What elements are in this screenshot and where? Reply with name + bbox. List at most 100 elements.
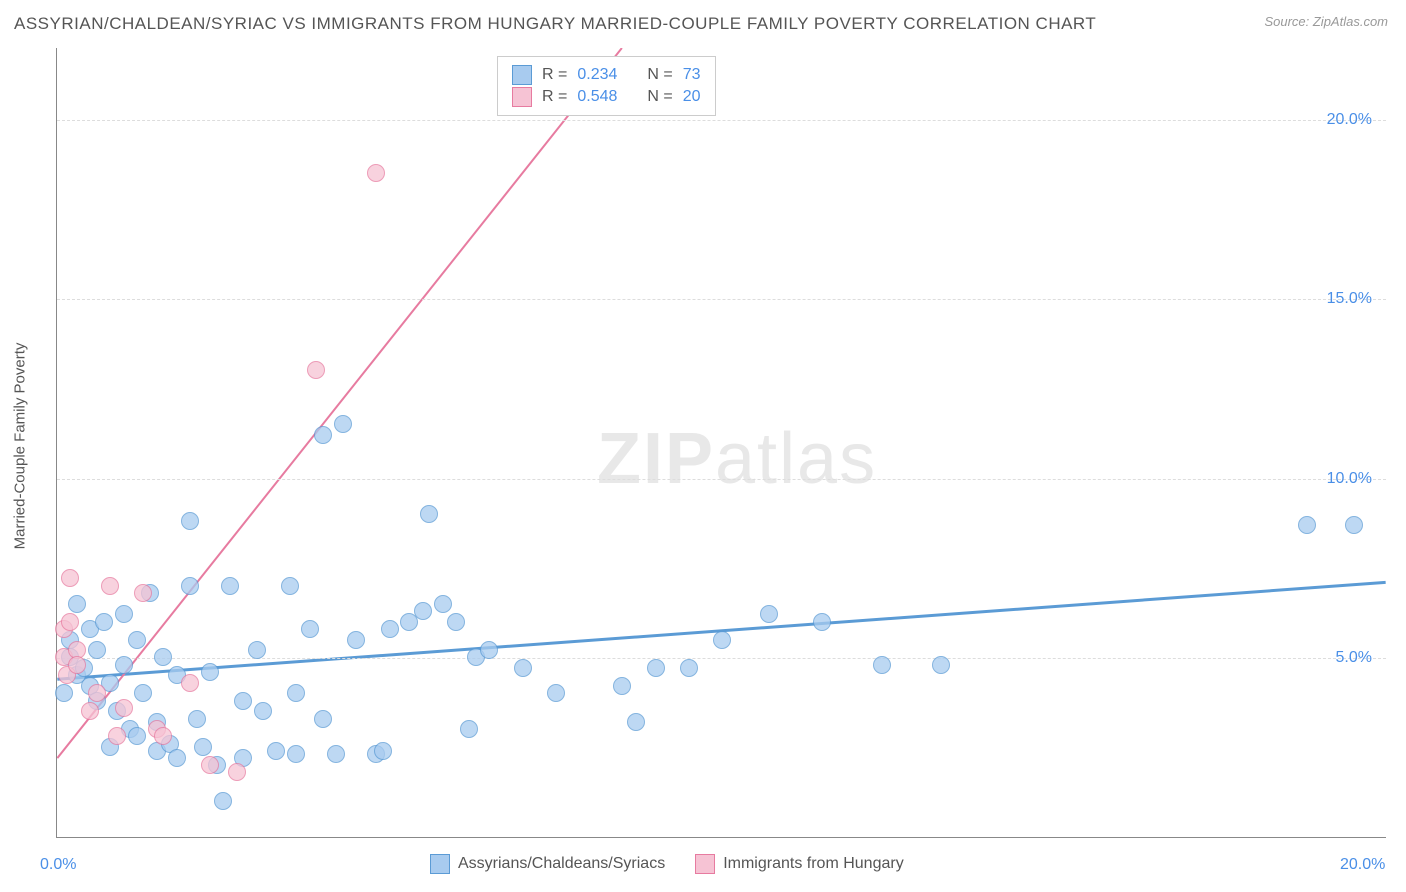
scatter-point	[287, 745, 305, 763]
swatch-pink	[512, 87, 532, 107]
stats-row: R = 0.548 N = 20	[512, 87, 701, 107]
scatter-point	[181, 577, 199, 595]
scatter-point	[214, 792, 232, 810]
scatter-point	[55, 684, 73, 702]
scatter-point	[314, 426, 332, 444]
y-tick-label: 20.0%	[1327, 111, 1372, 129]
x-tick-min: 0.0%	[40, 856, 76, 874]
scatter-point	[168, 749, 186, 767]
scatter-point	[228, 763, 246, 781]
source-attribution: Source: ZipAtlas.com	[1264, 14, 1388, 29]
scatter-point	[307, 361, 325, 379]
scatter-point	[514, 659, 532, 677]
scatter-point	[68, 656, 86, 674]
scatter-point	[414, 602, 432, 620]
watermark: ZIPatlas	[597, 418, 877, 500]
n-label: N =	[647, 66, 672, 84]
chart-title: ASSYRIAN/CHALDEAN/SYRIAC VS IMMIGRANTS F…	[14, 14, 1096, 34]
chart-container: ASSYRIAN/CHALDEAN/SYRIAC VS IMMIGRANTS F…	[0, 0, 1406, 892]
scatter-point	[1345, 516, 1363, 534]
scatter-point	[1298, 516, 1316, 534]
scatter-point	[813, 613, 831, 631]
scatter-point	[134, 684, 152, 702]
scatter-point	[367, 164, 385, 182]
scatter-point	[314, 710, 332, 728]
scatter-point	[154, 648, 172, 666]
stats-row: R = 0.234 N = 73	[512, 65, 701, 85]
scatter-point	[434, 595, 452, 613]
x-tick-max: 20.0%	[1340, 856, 1385, 874]
scatter-point	[420, 505, 438, 523]
gridline	[57, 120, 1386, 121]
scatter-point	[68, 595, 86, 613]
scatter-point	[61, 569, 79, 587]
scatter-point	[201, 756, 219, 774]
scatter-point	[480, 641, 498, 659]
y-tick-label: 15.0%	[1327, 290, 1372, 308]
scatter-point	[447, 613, 465, 631]
scatter-point	[932, 656, 950, 674]
scatter-point	[327, 745, 345, 763]
bottom-legend: Assyrians/Chaldeans/Syriacs Immigrants f…	[430, 854, 904, 874]
legend-item: Immigrants from Hungary	[695, 854, 904, 874]
scatter-point	[267, 742, 285, 760]
legend-label: Assyrians/Chaldeans/Syriacs	[458, 855, 665, 873]
scatter-point	[374, 742, 392, 760]
scatter-point	[713, 631, 731, 649]
scatter-point	[181, 512, 199, 530]
scatter-point	[61, 613, 79, 631]
r-label: R =	[542, 66, 567, 84]
scatter-point	[115, 699, 133, 717]
r-value: 0.548	[577, 88, 617, 106]
scatter-point	[194, 738, 212, 756]
scatter-point	[254, 702, 272, 720]
scatter-point	[128, 631, 146, 649]
scatter-point	[334, 415, 352, 433]
scatter-point	[108, 727, 126, 745]
scatter-point	[873, 656, 891, 674]
scatter-point	[627, 713, 645, 731]
scatter-point	[95, 613, 113, 631]
regression-lines	[57, 48, 1386, 837]
watermark-bold: ZIP	[597, 419, 715, 499]
r-label: R =	[542, 88, 567, 106]
scatter-point	[760, 605, 778, 623]
scatter-point	[234, 692, 252, 710]
gridline	[57, 479, 1386, 480]
gridline	[57, 299, 1386, 300]
scatter-point	[181, 674, 199, 692]
scatter-point	[115, 605, 133, 623]
scatter-point	[301, 620, 319, 638]
scatter-point	[347, 631, 365, 649]
scatter-point	[381, 620, 399, 638]
scatter-point	[134, 584, 152, 602]
scatter-point	[680, 659, 698, 677]
stats-legend: R = 0.234 N = 73 R = 0.548 N = 20	[497, 56, 716, 116]
y-tick-label: 5.0%	[1336, 649, 1372, 667]
scatter-point	[88, 641, 106, 659]
scatter-point	[101, 577, 119, 595]
scatter-point	[613, 677, 631, 695]
watermark-light: atlas	[715, 419, 877, 499]
scatter-point	[115, 656, 133, 674]
y-tick-label: 10.0%	[1327, 470, 1372, 488]
n-value: 73	[683, 66, 701, 84]
swatch-pink	[695, 854, 715, 874]
scatter-point	[188, 710, 206, 728]
scatter-point	[547, 684, 565, 702]
y-axis-title: Married-Couple Family Poverty	[12, 343, 29, 550]
r-value: 0.234	[577, 66, 617, 84]
n-label: N =	[647, 88, 672, 106]
scatter-point	[281, 577, 299, 595]
plot-area: ZIPatlas R = 0.234 N = 73 R = 0.548 N = …	[56, 48, 1386, 838]
scatter-point	[88, 684, 106, 702]
scatter-point	[128, 727, 146, 745]
scatter-point	[154, 727, 172, 745]
scatter-point	[81, 702, 99, 720]
scatter-point	[287, 684, 305, 702]
swatch-blue	[512, 65, 532, 85]
legend-item: Assyrians/Chaldeans/Syriacs	[430, 854, 665, 874]
scatter-point	[647, 659, 665, 677]
swatch-blue	[430, 854, 450, 874]
scatter-point	[221, 577, 239, 595]
